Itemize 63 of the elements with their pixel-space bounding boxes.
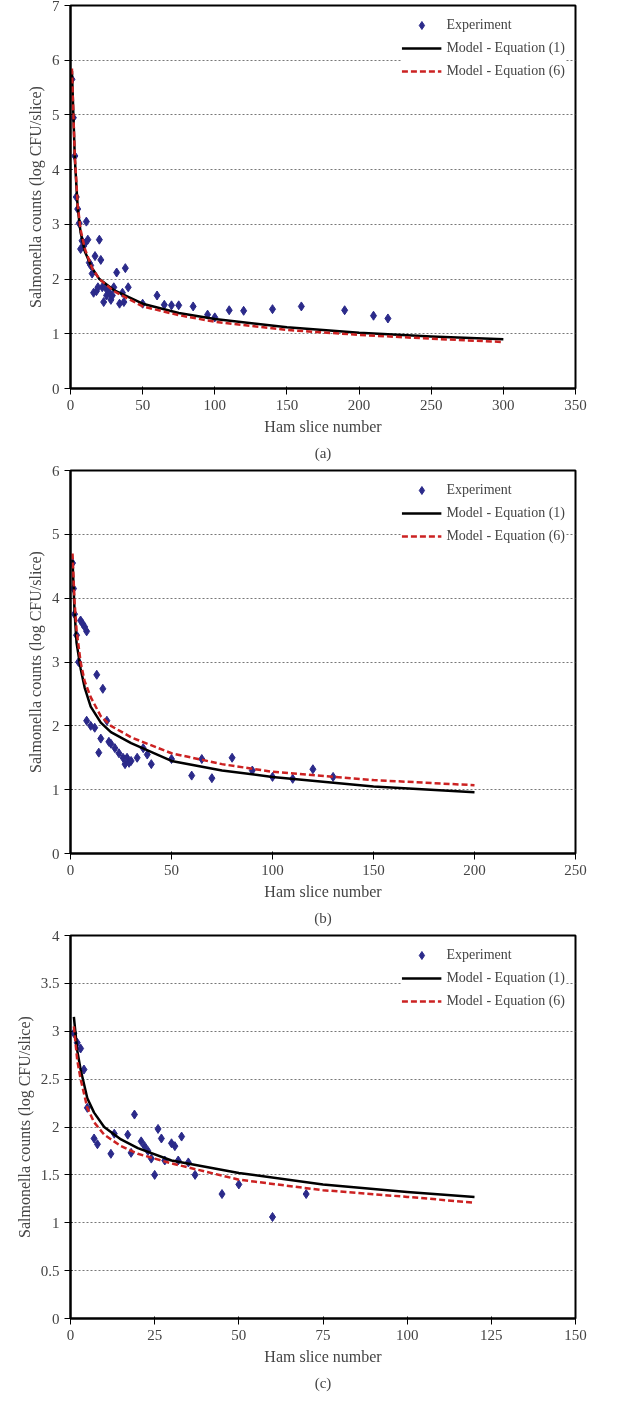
text: (a) xyxy=(314,444,332,462)
legend-label: Model - Equation (1) xyxy=(446,505,565,521)
text: (b) xyxy=(314,909,332,927)
y-tick-label: 0 xyxy=(52,1310,60,1327)
y-tick-label: 2 xyxy=(52,271,60,288)
y-tick-label: 3 xyxy=(52,654,60,670)
x-tick-label: 150 xyxy=(362,861,385,878)
x-tick-label: 50 xyxy=(135,396,151,413)
x-tick-label: 200 xyxy=(463,861,486,878)
x-axis-title: Ham slice number xyxy=(264,1347,383,1365)
y-tick-label: 4 xyxy=(52,927,60,944)
y-tick-label: 4 xyxy=(52,590,60,607)
y-tick-label: 3 xyxy=(52,1023,60,1040)
legend-label: Model - Equation (1) xyxy=(446,40,565,56)
y-tick-label: 2.5 xyxy=(40,1071,60,1088)
x-tick-label: 50 xyxy=(164,861,179,878)
x-tick-label: 125 xyxy=(480,1326,503,1343)
legend-label: Model - Equation (6) xyxy=(446,993,565,1009)
legend-label: Experiment xyxy=(446,17,512,33)
y-tick-label: 6 xyxy=(52,52,60,69)
x-tick-label: 300 xyxy=(492,396,515,413)
y-axis-title: Salmonella counts (log CFU/slice) xyxy=(27,551,45,773)
legend-label: Model - Equation (1) xyxy=(446,970,565,986)
y-tick-label: 0 xyxy=(52,380,60,397)
x-tick-label: 250 xyxy=(564,861,587,878)
x-tick-label: 0 xyxy=(66,396,75,413)
legend-label: Experiment xyxy=(446,947,512,963)
y-axis-title: Salmonella counts (log CFU/slice) xyxy=(27,86,45,308)
y-tick-label: 6 xyxy=(52,462,60,479)
x-tick-label: 200 xyxy=(347,396,371,413)
x-tick-label: 0 xyxy=(66,861,75,878)
y-tick-label: 1.5 xyxy=(40,1166,60,1183)
y-axis-title: Salmonella counts (log CFU/slice) xyxy=(15,1016,34,1238)
y-tick-label: 4 xyxy=(52,161,60,178)
y-tick-label: 3.5 xyxy=(40,975,60,992)
x-tick-label: 150 xyxy=(564,1326,587,1343)
x-tick-label: 0 xyxy=(66,1326,75,1343)
text: (c) xyxy=(314,1374,332,1392)
x-tick-label: 25 xyxy=(147,1326,163,1343)
x-axis-title: Ham slice number xyxy=(264,417,383,435)
y-tick-label: 5 xyxy=(52,106,60,123)
y-tick-label: 1 xyxy=(52,781,60,798)
x-tick-label: 150 xyxy=(275,396,299,413)
y-tick-label: 7 xyxy=(52,0,60,14)
x-tick-label: 100 xyxy=(395,1326,419,1343)
x-tick-label: 75 xyxy=(315,1326,331,1343)
y-tick-label: 2 xyxy=(52,717,60,734)
x-tick-label: 50 xyxy=(231,1326,247,1343)
y-tick-label: 1 xyxy=(52,325,60,342)
y-tick-label: 0 xyxy=(52,845,60,862)
x-axis-title: Ham slice number xyxy=(264,882,383,900)
y-tick-label: 0.5 xyxy=(40,1262,60,1279)
x-tick-label: 100 xyxy=(261,861,284,878)
y-tick-label: 1 xyxy=(52,1214,60,1231)
legend-label: Model - Equation (6) xyxy=(446,63,565,79)
legend-label: Experiment xyxy=(446,482,512,498)
y-tick-label: 3 xyxy=(52,216,60,233)
y-tick-label: 2 xyxy=(52,1119,60,1135)
legend-label: Model - Equation (6) xyxy=(446,528,565,544)
x-tick-label: 100 xyxy=(203,396,227,413)
x-tick-label: 350 xyxy=(564,396,587,413)
y-tick-label: 5 xyxy=(52,526,60,543)
x-tick-label: 250 xyxy=(419,396,443,413)
